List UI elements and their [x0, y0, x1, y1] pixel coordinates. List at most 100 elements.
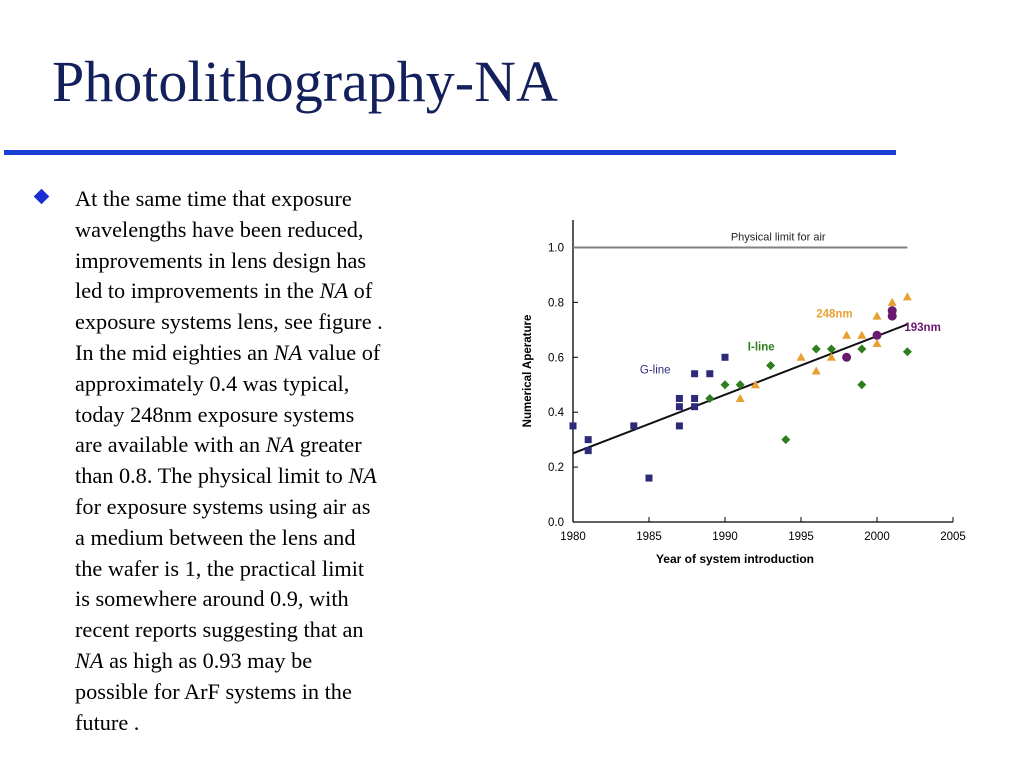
y-tick-label: 1.0 — [548, 242, 564, 254]
body-text-run: greater — [294, 432, 362, 458]
body-text-run: of — [348, 278, 373, 304]
body-text-run: recent reports suggesting that an — [75, 617, 364, 643]
body-text-run: possible for ArF systems in the — [75, 678, 352, 704]
193nm-point — [842, 352, 852, 362]
x-tick-label: 2005 — [940, 531, 966, 543]
title-divider — [4, 150, 896, 155]
248nm-point — [887, 297, 897, 306]
248nm-point — [872, 311, 882, 320]
body-text-run: are available with an — [75, 432, 266, 458]
body-line: wavelengths have been reduced, — [75, 215, 479, 246]
i-line-point — [902, 347, 912, 357]
i-line-point — [826, 344, 836, 354]
body-line: improvements in lens design has — [75, 246, 479, 277]
body-line: than 0.8. The physical limit to NA — [75, 461, 479, 492]
body-line: a medium between the lens and — [75, 523, 479, 554]
body-line: for exposure systems using air as — [75, 492, 479, 523]
body-line: is somewhere around 0.9, with — [75, 584, 479, 615]
body-text-run: than 0.8. The physical limit to — [75, 463, 349, 489]
248nm-point — [750, 380, 760, 389]
na-chart: 0.0 0.2 0.4 0.6 0.8 1.0 1980 1985 1990 1995 2000 20… — [516, 212, 976, 582]
248nm-point — [902, 292, 912, 301]
body-text-run: future . — [75, 709, 140, 735]
i-line-point — [857, 344, 867, 354]
bullet-diamond-icon — [33, 188, 50, 205]
body-text-run: led to improvements in the — [75, 278, 320, 304]
y-tick-label: 0.4 — [548, 407, 565, 419]
body-line: recent reports suggesting that an — [75, 615, 479, 646]
series-label: G-line — [640, 365, 671, 377]
i-line-point — [811, 344, 821, 354]
g-line-point — [584, 436, 592, 444]
248nm-point — [842, 330, 852, 339]
body-text-run: the wafer is 1, the practical limit — [75, 555, 365, 581]
193nm-point — [887, 306, 897, 316]
g-line-point — [721, 353, 729, 361]
x-tick-label: 1990 — [712, 531, 738, 543]
g-line-point — [645, 474, 653, 482]
x-tick-label: 1980 — [560, 531, 586, 543]
body-text-italic-run: NA — [265, 432, 295, 458]
248nm-point — [857, 330, 867, 339]
g-line-point — [691, 403, 699, 411]
x-tick-label: 1985 — [636, 531, 662, 543]
body-line: are available with an NA greater — [75, 430, 479, 461]
g-line-point — [675, 422, 683, 430]
body-text-italic-run: NA — [75, 647, 104, 673]
body-text-run: improvements in lens design has — [75, 247, 367, 273]
body-text-run: approximately 0.4 was typical, — [75, 370, 350, 396]
g-line-point — [706, 370, 714, 378]
193nm-point — [872, 330, 882, 340]
body-line: future . — [75, 708, 479, 739]
i-line-point — [857, 380, 867, 390]
g-line-point — [584, 447, 592, 455]
body-text-italic-run: NA — [273, 339, 303, 365]
i-line-point — [781, 435, 791, 445]
body-text-run: today 248nm exposure systems — [75, 401, 355, 427]
g-line-point — [691, 394, 699, 402]
physical-limit-label: Physical limit for air — [731, 231, 826, 243]
body-text-italic-run: NA — [319, 278, 349, 304]
248nm-point — [872, 339, 882, 348]
y-tick-label: 0.2 — [548, 462, 564, 474]
body-line: led to improvements in the NA of — [75, 276, 479, 307]
series-label: 193nm — [904, 322, 940, 334]
body-text-run: for exposure systems using air as — [75, 493, 371, 519]
i-line-point — [705, 393, 715, 403]
body-text-run: At the same time that exposure — [75, 186, 352, 211]
body-text-run: a medium between the lens and — [75, 524, 356, 550]
body-text-run: In the mid eighties an — [75, 339, 274, 365]
y-tick-label: 0.0 — [548, 517, 564, 529]
248nm-point — [811, 366, 821, 375]
i-line-point — [766, 361, 776, 371]
x-tick-label: 2000 — [864, 531, 890, 543]
y-axis-label: Numerical Aperature — [522, 315, 534, 428]
y-tick-label: 0.6 — [548, 352, 564, 364]
248nm-point — [796, 352, 806, 361]
body-line: approximately 0.4 was typical, — [75, 369, 479, 400]
body-line: At the same time that exposure — [75, 184, 479, 215]
body-text-run: is somewhere around 0.9, with — [75, 586, 349, 612]
body-text-italic-run: NA — [348, 463, 377, 489]
body-line: possible for ArF systems in the — [75, 677, 479, 708]
x-tick-label: 1995 — [788, 531, 814, 543]
248nm-point — [826, 352, 836, 361]
y-tick-label: 0.8 — [548, 297, 564, 309]
series-label: I-line — [748, 341, 775, 353]
g-line-point — [569, 422, 577, 430]
body-line: exposure systems lens, see figure . — [75, 307, 479, 338]
g-line-point — [691, 370, 699, 378]
series-label: 248nm — [816, 308, 852, 320]
body-line: today 248nm exposure systems — [75, 400, 479, 431]
body-text-run: as high as 0.93 may be — [103, 647, 313, 673]
g-line-point — [675, 394, 683, 402]
body-line: In the mid eighties an NA value of — [75, 338, 479, 369]
body-text-run: value of — [302, 339, 381, 365]
i-line-point — [735, 380, 745, 390]
body-line: the wafer is 1, the practical limit — [75, 554, 479, 585]
body-line: NA as high as 0.93 may be — [75, 646, 479, 677]
body-paragraph: At the same time that exposure wavelength… — [75, 184, 479, 738]
body-text-run: exposure systems lens, see figure . — [75, 309, 383, 335]
i-line-point — [720, 380, 730, 390]
248nm-point — [735, 393, 745, 402]
